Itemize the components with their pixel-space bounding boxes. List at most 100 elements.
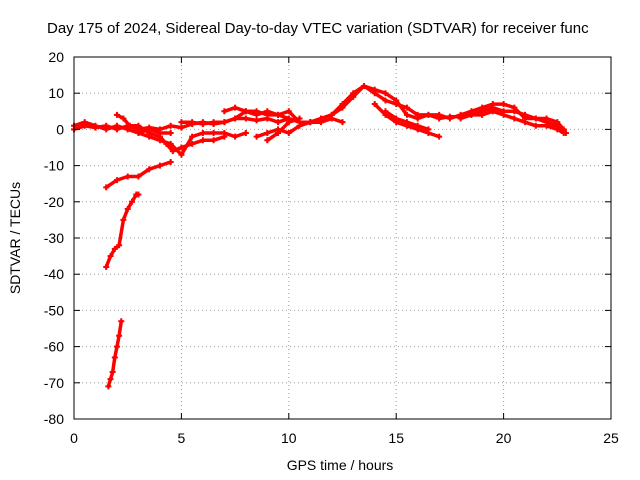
data-point — [275, 119, 282, 126]
data-point — [103, 126, 110, 133]
data-point — [382, 108, 389, 115]
data-point — [382, 90, 389, 97]
data-point — [167, 122, 174, 129]
data-point — [232, 104, 239, 111]
data-point — [116, 332, 123, 339]
series-track-2 — [72, 120, 173, 135]
data-point — [135, 173, 142, 180]
data-point — [135, 130, 142, 137]
y-tick-label: -40 — [44, 266, 64, 282]
data-point — [103, 263, 110, 270]
data-point — [296, 115, 303, 122]
data-point — [113, 122, 120, 129]
data-point — [328, 115, 335, 122]
data-point — [560, 130, 567, 137]
data-point — [532, 115, 539, 122]
data-point — [146, 133, 153, 140]
y-tick-label: 0 — [56, 121, 64, 137]
data-point — [178, 119, 185, 126]
data-point — [178, 124, 185, 131]
data-point — [146, 166, 153, 173]
data-point — [111, 354, 118, 361]
data-point — [156, 162, 163, 169]
y-tick-label: 10 — [48, 85, 64, 101]
data-point — [111, 245, 118, 252]
data-point — [403, 104, 410, 111]
data-point — [457, 115, 464, 122]
data-point — [124, 206, 131, 213]
x-tick-label: 25 — [603, 430, 619, 446]
data-point — [109, 368, 116, 375]
data-point — [167, 158, 174, 165]
data-point — [189, 133, 196, 140]
y-tick-label: -30 — [44, 230, 64, 246]
y-tick-labels: 20 10 0 -10 -20 -30 -40 -50 -60 -70 -80 — [44, 49, 64, 427]
data-point — [210, 130, 217, 137]
chart-title: Day 175 of 2024, Sidereal Day-to-day VTE… — [47, 20, 589, 37]
data-point — [275, 130, 282, 137]
data-point — [425, 126, 432, 133]
data-point — [221, 130, 228, 137]
data-point — [371, 101, 378, 108]
x-tick-label: 10 — [281, 430, 297, 446]
data-point — [371, 86, 378, 93]
data-point — [167, 140, 174, 147]
data-point — [178, 151, 185, 158]
data-point — [124, 126, 131, 133]
data-point — [532, 122, 539, 129]
data-point — [210, 137, 217, 144]
data-point — [242, 130, 249, 137]
data-point — [296, 122, 303, 129]
x-tick-label: 20 — [496, 430, 512, 446]
data-point — [113, 111, 120, 118]
data-point — [189, 140, 196, 147]
data-point — [403, 119, 410, 126]
data-point — [105, 383, 112, 390]
data-point — [253, 111, 260, 118]
data-point — [489, 108, 496, 115]
data-point — [221, 119, 228, 126]
data-point — [126, 122, 133, 129]
data-point — [543, 122, 550, 129]
data-point — [221, 108, 228, 115]
data-point — [113, 177, 120, 184]
data-point — [107, 253, 114, 260]
data-point — [479, 104, 486, 111]
series-layer — [71, 82, 569, 390]
y-axis-title: SDTVAR / TECUs — [7, 182, 23, 294]
data-point — [169, 148, 176, 155]
data-point — [414, 115, 421, 122]
data-point — [360, 82, 367, 89]
y-tick-label: -50 — [44, 302, 64, 318]
data-point — [92, 122, 99, 129]
data-point — [436, 133, 443, 140]
y-tick-label: 20 — [48, 49, 64, 65]
series-track-8 — [265, 116, 302, 143]
y-tick-label: -20 — [44, 194, 64, 210]
data-point — [232, 133, 239, 140]
data-point — [511, 104, 518, 111]
data-point — [285, 119, 292, 126]
data-point — [264, 137, 271, 144]
axis-ticks — [73, 56, 612, 420]
data-point — [107, 376, 114, 383]
data-point — [446, 115, 453, 122]
data-point — [189, 119, 196, 126]
data-point — [264, 130, 271, 137]
data-point — [285, 130, 292, 137]
data-point — [178, 144, 185, 151]
data-point — [118, 318, 125, 325]
data-point — [468, 111, 475, 118]
data-point — [339, 119, 346, 126]
data-point — [489, 101, 496, 108]
x-axis-title: GPS time / hours — [287, 457, 394, 473]
data-point — [120, 115, 127, 122]
data-point — [318, 119, 325, 126]
data-point — [339, 104, 346, 111]
data-point — [120, 216, 127, 223]
data-point — [135, 122, 142, 129]
data-point — [554, 126, 561, 133]
data-point — [500, 111, 507, 118]
data-point — [511, 115, 518, 122]
